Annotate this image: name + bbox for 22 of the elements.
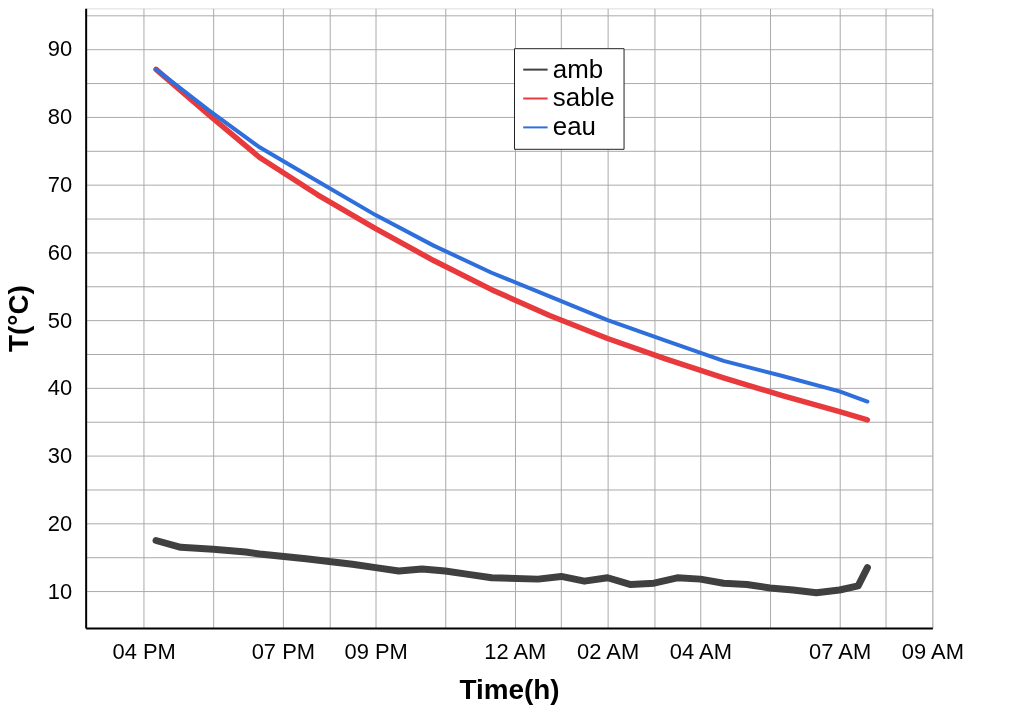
y-tick-label: 60 xyxy=(47,239,73,265)
x-tick-label: 09 AM xyxy=(901,639,964,665)
y-tick-label: 90 xyxy=(47,36,73,62)
legend-label: sable xyxy=(552,83,615,112)
x-tick-label: 09 PM xyxy=(344,639,408,665)
x-tick-label: 04 AM xyxy=(669,639,732,665)
x-tick-label: 07 PM xyxy=(251,639,315,665)
x-tick-label: 07 AM xyxy=(809,639,872,665)
y-tick-label: 20 xyxy=(47,511,73,537)
y-tick-label: 30 xyxy=(47,443,73,469)
y-tick-label: 80 xyxy=(47,104,73,130)
y-tick-label: 10 xyxy=(47,578,73,604)
legend-label: amb xyxy=(552,54,604,83)
x-tick-label: 02 AM xyxy=(577,639,640,665)
x-tick-label: 04 PM xyxy=(112,639,176,665)
legend-label: eau xyxy=(552,112,597,141)
y-axis-title: T(°C) xyxy=(2,285,34,353)
x-tick-label: 12 AM xyxy=(484,639,547,665)
y-tick-label: 50 xyxy=(47,307,73,333)
x-axis-title: Time(h) xyxy=(459,674,560,706)
y-tick-label: 70 xyxy=(47,172,73,198)
y-tick-label: 40 xyxy=(47,375,73,401)
